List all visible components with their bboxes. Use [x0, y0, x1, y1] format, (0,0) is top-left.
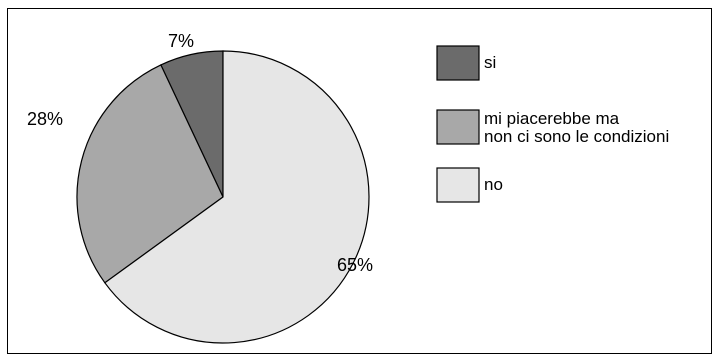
slice-value-label: 65%: [337, 255, 373, 275]
pie-slice-no: [104, 50, 370, 344]
pie-slice-labels: 7% 28% 65%: [27, 31, 373, 275]
pie-slice-mi: [76, 64, 224, 284]
slice-value-label: 28%: [27, 109, 63, 129]
legend-swatch: [436, 45, 480, 81]
slice-value-label: 7%: [168, 31, 194, 51]
legend-label: si: [484, 53, 496, 72]
legend-swatch: [436, 167, 480, 203]
legend-label: non ci sono le condizioni: [484, 127, 669, 146]
legend-label: mi piacerebbe ma: [484, 109, 620, 128]
legend-swatch: [436, 109, 480, 145]
legend-label: no: [484, 175, 503, 194]
pie-slices: [76, 50, 370, 344]
